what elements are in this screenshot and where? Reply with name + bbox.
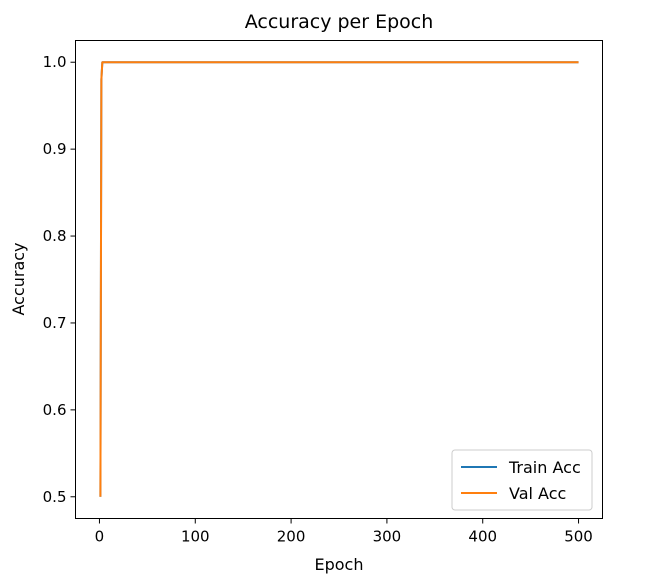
y-axis-ticks: 0.5 0.6 0.7 0.8 0.9 1.0 (43, 53, 76, 506)
legend-label-train-acc: Train Acc (508, 458, 581, 477)
series-line-val-acc (99, 61, 579, 497)
y-tick-label: 0.8 (43, 227, 67, 245)
x-tick-label: 100 (181, 528, 210, 546)
series-line-train-acc (99, 61, 579, 497)
x-axis-label: Epoch (315, 555, 364, 574)
x-tick-label: 400 (468, 528, 497, 546)
x-tick-label: 200 (277, 528, 306, 546)
y-tick-label: 0.5 (43, 488, 67, 506)
x-tick-label: 500 (564, 528, 593, 546)
legend-box (451, 449, 593, 511)
y-axis-label: Accuracy (9, 242, 28, 315)
x-axis-ticks: 0 100 200 300 400 500 (95, 518, 593, 546)
y-tick-label: 0.7 (43, 314, 67, 332)
chart-title: Accuracy per Epoch (245, 11, 434, 33)
legend-label-val-acc: Val Acc (509, 484, 566, 503)
y-tick-label: 0.6 (43, 401, 67, 419)
plot-frame (75, 40, 603, 519)
y-tick-label: 0.9 (43, 140, 67, 158)
y-tick-label: 1.0 (43, 53, 67, 71)
x-tick-label: 300 (373, 528, 402, 546)
legend: Train Acc Val Acc (451, 449, 593, 511)
plot-lines (99, 61, 579, 497)
x-tick-label: 0 (95, 528, 105, 546)
